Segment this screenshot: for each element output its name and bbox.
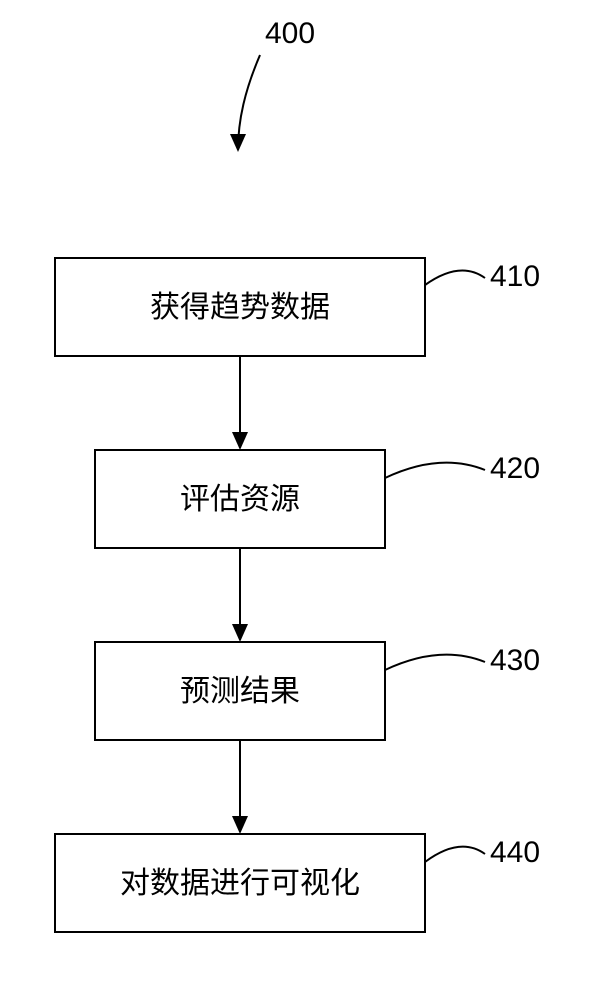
ref-number: 410	[490, 260, 540, 293]
flow-box-420: 评估资源 420	[95, 450, 540, 548]
ref-number: 440	[490, 836, 540, 869]
leader-line	[425, 847, 485, 862]
flowchart-diagram: 400 获得趋势数据 410 评估资源 420 预测结果 430 对数据进行可视化 440	[0, 0, 616, 1000]
flow-box-430: 预测结果 430	[95, 642, 540, 740]
box-label: 对数据进行可视化	[120, 867, 360, 900]
ref-number: 420	[490, 452, 540, 485]
flow-box-410: 获得趋势数据 410	[55, 258, 540, 356]
box-label: 获得趋势数据	[150, 291, 330, 324]
diagram-ref-400: 400	[265, 17, 315, 50]
leader-line	[385, 655, 485, 670]
ref-number: 430	[490, 644, 540, 677]
leader-line	[385, 463, 485, 478]
box-label: 预测结果	[180, 675, 300, 708]
box-label: 评估资源	[180, 483, 300, 516]
title-arrow	[238, 55, 260, 150]
flow-box-440: 对数据进行可视化 440	[55, 834, 540, 932]
leader-line	[425, 270, 485, 285]
